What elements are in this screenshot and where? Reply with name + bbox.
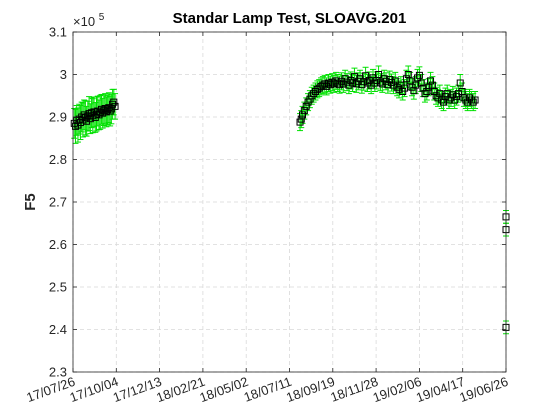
data-point-marker [469,98,477,106]
data-point-marker [389,81,397,89]
y-tick-label: 2.3 [49,365,67,380]
data-point-marker [310,90,318,98]
y-exponent-label: ×10 5 [73,12,105,29]
y-exponent-base: ×10 [73,14,95,29]
y-tick-label: 2.5 [49,280,67,295]
data-point-marker [85,110,93,118]
chart-title: Standar Lamp Test, SLOAVG.201 [173,10,407,27]
y-tick-label: 2.8 [49,152,67,167]
data-point-marker [401,84,409,92]
data-point-marker [471,96,479,104]
data-point-marker [456,79,464,87]
data-point-marker [402,75,410,83]
y-tick-label: 2.9 [49,110,67,125]
data-point-marker [300,107,308,115]
data-point-marker [104,106,112,114]
data-point-marker [417,79,425,87]
data-point-marker [109,100,117,108]
data-point-marker [345,81,353,89]
data-point-marker [298,111,306,119]
data-point-marker [434,94,442,102]
data-point-marker [367,81,375,89]
data-point-marker [423,88,431,95]
y-tick-label: 3 [60,67,67,82]
data-point-marker [427,77,435,85]
data-point-marker [375,71,383,78]
y-exponent-power: 5 [99,12,105,23]
y-tick-label: 2.6 [49,237,67,252]
data-point-marker [302,102,310,110]
y-axis-label: F5 [22,193,39,211]
data-point-marker [432,92,440,100]
data-point-marker [308,92,316,100]
data-point-marker [421,90,429,98]
data-point-marker [79,116,87,124]
data-point-marker [393,83,401,91]
data-point-marker [362,72,370,80]
data-point-marker [110,98,118,106]
data-point-marker [467,96,475,104]
y-tick-label: 2.7 [49,195,67,210]
data-point-marker [297,115,305,123]
data-point-marker [106,107,114,115]
data-point-marker [415,71,423,79]
data-point-marker [111,102,119,110]
y-tick-label: 2.4 [49,322,67,337]
y-tick-label: 3.1 [49,25,67,40]
data-point-marker [454,90,462,98]
